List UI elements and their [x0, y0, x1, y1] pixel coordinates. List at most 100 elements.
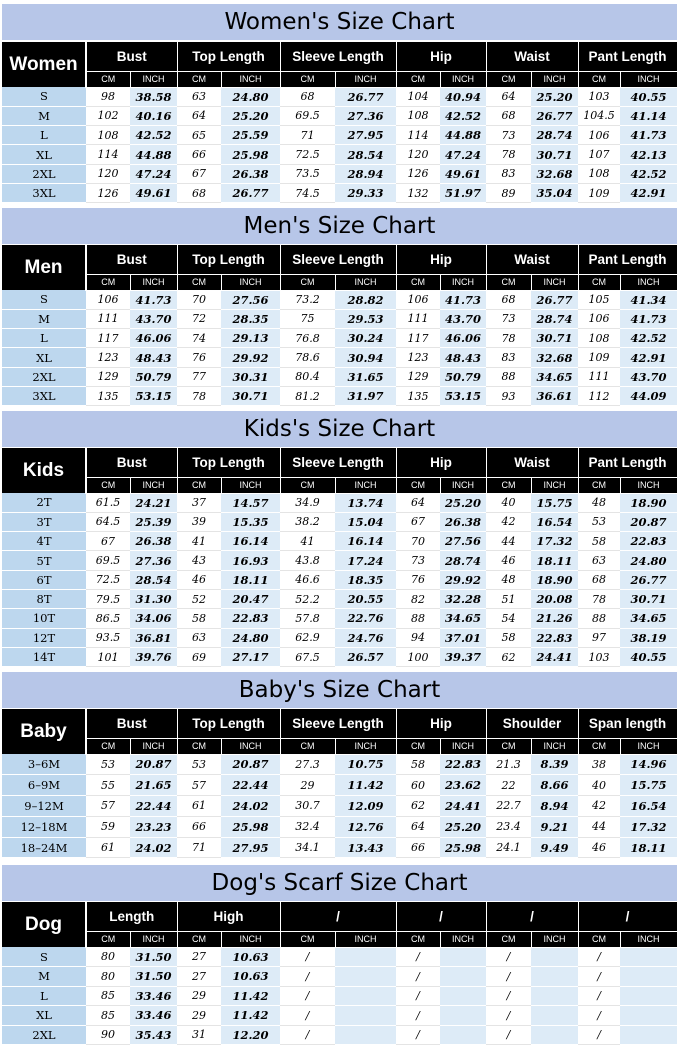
- inch-value: 26.57: [335, 647, 397, 668]
- inch-value: 30.71: [620, 589, 678, 610]
- cm-value: 76: [396, 570, 441, 590]
- cm-value: 108: [578, 328, 621, 349]
- size-label: L: [2, 986, 86, 1006]
- inch-value: 38.58: [130, 87, 177, 107]
- inch-value: [335, 1005, 397, 1026]
- inch-value: 12.09: [335, 795, 397, 817]
- cm-value: 74.5: [280, 183, 336, 204]
- inch-value: 36.81: [130, 628, 177, 648]
- inch-value: 30.31: [221, 367, 281, 387]
- size-label: 3–6M: [2, 754, 86, 776]
- cm-value: 88: [578, 608, 621, 629]
- column-header-sleeve-length: Sleeve Length: [279, 42, 397, 71]
- inch-value: 12.76: [335, 816, 397, 838]
- cm-value: 21.3: [486, 754, 532, 776]
- inch-value: 29.53: [335, 309, 397, 330]
- inch-value: 47.24: [130, 164, 177, 184]
- inch-value: 11.42: [221, 1005, 280, 1026]
- inch-value: 24.41: [531, 647, 579, 668]
- inch-value: 27.56: [221, 290, 281, 310]
- inch-value: 41.73: [440, 290, 487, 310]
- cm-value: 79.5: [86, 589, 130, 610]
- cm-value: 58: [578, 531, 621, 552]
- inch-value: 18.90: [620, 493, 678, 513]
- unit-cm-label: CM: [85, 476, 131, 494]
- cm-value: 78.6: [280, 347, 336, 368]
- table-row: 3XL 135 53.15 78 30.71 81.2 31.97 135 53.15 93 36.…: [2, 386, 678, 407]
- inch-value: 22.76: [335, 608, 397, 629]
- cm-value: 63: [578, 550, 621, 571]
- cm-value: 41: [280, 531, 336, 552]
- table-row: 5T 69.5 27.36 43 16.93 43.8 17.24 73 28.74 46 18.1…: [2, 550, 678, 571]
- unit-inch-label: INCH: [129, 476, 178, 494]
- cm-value: 38: [578, 754, 621, 776]
- cm-value: 27: [177, 966, 221, 987]
- size-label: 6T: [2, 570, 86, 590]
- inch-value: [531, 947, 579, 967]
- inch-value: 9.49: [531, 837, 579, 859]
- inch-value: 42.52: [620, 164, 678, 184]
- unit-cm-label: CM: [176, 930, 222, 948]
- dog-category-label: Dog: [2, 902, 87, 947]
- inch-value: 20.87: [130, 754, 177, 776]
- cm-value: 106: [578, 309, 621, 330]
- cm-value: 27.3: [280, 754, 336, 776]
- cm-value: 135: [396, 386, 441, 407]
- cm-value: /: [486, 947, 532, 967]
- table-row: L 117 46.06 74 29.13 76.8 30.24 117 46.06 78 30.71…: [2, 328, 678, 349]
- table-row: XL 114 44.88 66 25.98 72.5 28.54 120 47.24 78 30.7…: [2, 144, 678, 165]
- table-row: 2XL 90 35.43 31 12.20// / /: [2, 1025, 678, 1045]
- unit-inch-label: INCH: [530, 476, 579, 494]
- size-label: 12–18M: [2, 816, 86, 838]
- inch-value: 31.50: [130, 947, 177, 967]
- cm-value: 46: [177, 570, 221, 590]
- inch-value: 27.56: [440, 531, 487, 552]
- cm-value: 111: [578, 367, 621, 387]
- inch-value: 11.42: [221, 986, 280, 1006]
- header-row: Women Bust Top Length Sleeve Length Hip Waist…: [2, 42, 678, 87]
- unit-cm-label: CM: [85, 930, 131, 948]
- column-header-sleeve-length: Sleeve Length: [279, 709, 397, 738]
- inch-value: 29.33: [335, 183, 397, 204]
- cm-value: 98: [86, 87, 130, 107]
- unit-inch-label: INCH: [220, 476, 281, 494]
- unit-inch-label: INCH: [334, 476, 397, 494]
- cm-value: 103: [578, 87, 621, 107]
- cm-value: 112: [578, 386, 621, 407]
- cm-value: 62: [486, 647, 532, 668]
- inch-value: 49.61: [130, 183, 177, 204]
- size-label: 6–9M: [2, 774, 86, 797]
- inch-value: 25.59: [221, 125, 281, 146]
- inch-value: 43.70: [130, 309, 177, 330]
- inch-value: [620, 966, 678, 987]
- cm-value: 22: [486, 774, 532, 797]
- inch-value: 32.28: [440, 589, 487, 610]
- table-row: 8T 79.5 31.30 52 20.47 52.2 20.55 82 32.28 51 20.0…: [2, 589, 678, 610]
- inch-value: 13.43: [335, 837, 397, 859]
- inch-value: 22.83: [440, 754, 487, 776]
- unit-inch-label: INCH: [334, 737, 397, 755]
- cm-value: 69.5: [86, 550, 130, 571]
- column-header-sleeve-length: Sleeve Length: [279, 245, 397, 274]
- inch-value: 42.91: [620, 183, 678, 204]
- cm-value: 27: [177, 947, 221, 967]
- column-header-hip: Hip: [395, 245, 487, 274]
- cm-value: 107: [578, 144, 621, 165]
- unit-inch-label: INCH: [220, 737, 281, 755]
- inch-value: 35.43: [130, 1025, 177, 1045]
- cm-value: 40: [578, 774, 621, 797]
- dog-size-table: Dog Length High / / / / CM INCH CM INCH CM INCH CM INC…: [2, 902, 678, 1045]
- table-row: 12T 93.5 36.81 63 24.80 62.9 24.76 94 37.01 58 22.…: [2, 628, 678, 648]
- size-label: 18–24M: [2, 837, 86, 859]
- cm-value: 22.7: [486, 795, 532, 817]
- inch-value: 26.38: [440, 512, 487, 533]
- inch-value: 42.91: [620, 347, 678, 368]
- inch-value: 25.20: [221, 106, 281, 127]
- unit-cm-label: CM: [279, 70, 336, 88]
- unit-cm-label: CM: [279, 476, 336, 494]
- column-header-waist: Waist: [485, 42, 579, 71]
- table-row: M 102 40.16 64 25.20 69.5 27.36 108 42.52 68 26.77…: [2, 106, 678, 127]
- inch-value: 53.15: [440, 386, 487, 407]
- cm-value: 38.2: [280, 512, 336, 533]
- inch-value: 44.88: [130, 144, 177, 165]
